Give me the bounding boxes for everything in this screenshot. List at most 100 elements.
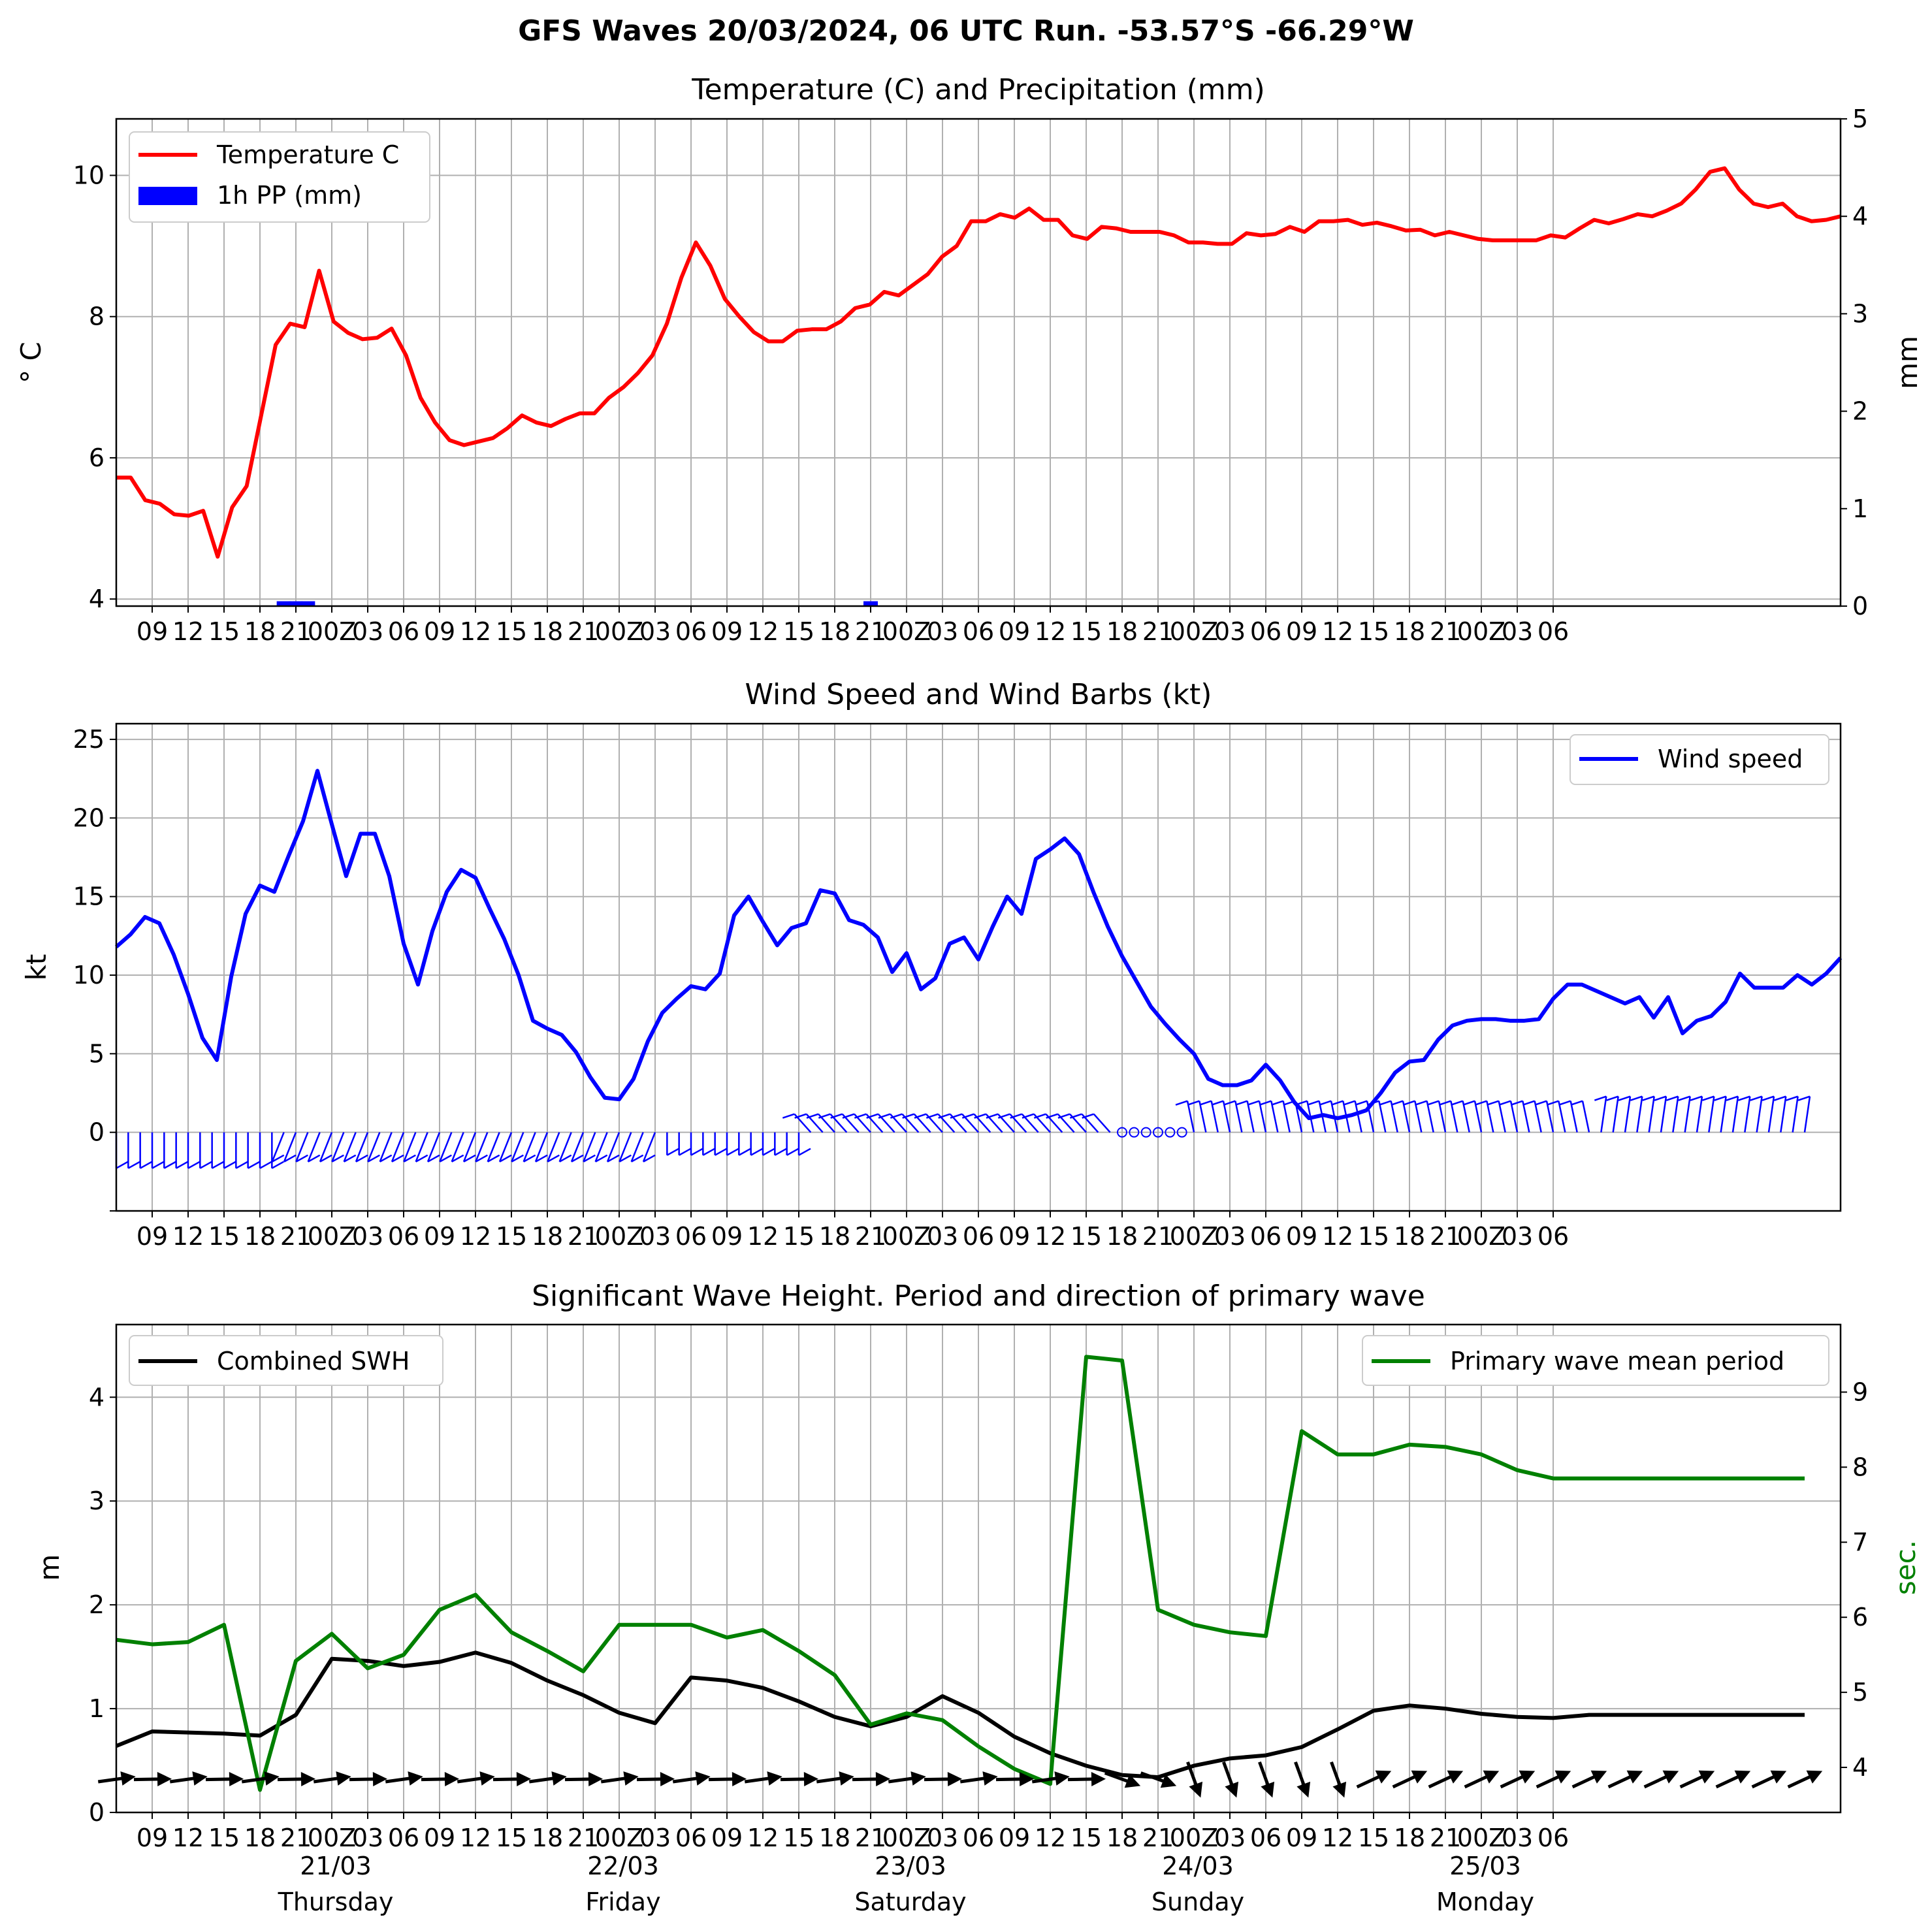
wind-barb-flag <box>499 1154 512 1163</box>
arrow-shaft <box>97 1776 126 1784</box>
x-tick-label: 09 <box>711 1222 743 1251</box>
wind-barb <box>1744 1096 1751 1133</box>
wind-barb-flag <box>950 1113 963 1119</box>
wind-barb-flag <box>631 1154 644 1163</box>
wind-barb-flag <box>1069 1113 1082 1119</box>
wind-barb-flag <box>379 1154 393 1163</box>
wind-barb-flag <box>1391 1100 1404 1106</box>
x-tick-label: 09 <box>999 617 1030 646</box>
wind-barb-flag <box>854 1113 867 1119</box>
day-name-label: Friday <box>585 1888 660 1916</box>
x-tick-label: 21 <box>1430 1824 1461 1852</box>
arrow-head <box>1019 1772 1034 1786</box>
x-tick-label: 15 <box>208 1824 240 1852</box>
x-tick-label: 21 <box>568 1824 599 1852</box>
wind-barb-flag <box>487 1154 500 1163</box>
wind-barb <box>1234 1101 1243 1133</box>
arrow-head <box>1734 1770 1751 1784</box>
wind-barb-flag <box>187 1161 201 1169</box>
arrow-shaft <box>457 1776 485 1784</box>
arrow-head <box>1189 1781 1203 1798</box>
wind-barb <box>1731 1096 1739 1133</box>
arrow-shaft <box>1067 1777 1096 1782</box>
wind-barb-flag <box>878 1113 891 1119</box>
wind-barb <box>343 1132 357 1163</box>
wind-barb <box>403 1132 417 1163</box>
wind-barb-flag <box>1355 1100 1368 1106</box>
wind-barb <box>1186 1101 1195 1133</box>
x-tick-label: 15 <box>783 1222 814 1251</box>
arrow-shaft <box>1751 1773 1778 1789</box>
y-tick-label: 20 <box>73 803 105 832</box>
arrow-shaft <box>1104 1771 1132 1784</box>
wave-direction-arrow <box>97 1771 136 1786</box>
arrow-shaft <box>816 1776 845 1784</box>
wind-barb <box>1450 1101 1458 1133</box>
arrow-head <box>1124 1774 1141 1788</box>
wind-barb-flag <box>619 1154 632 1163</box>
wind-barb <box>511 1132 524 1163</box>
x-tick-label: 12 <box>1035 617 1066 646</box>
y-tick-label: 1 <box>89 1694 105 1723</box>
x-tick-label: 21 <box>1142 1824 1174 1852</box>
x-tick-label: 12 <box>1322 617 1353 646</box>
x-tick-label: 09 <box>1286 1824 1317 1852</box>
day-name-label: Sunday <box>1151 1888 1244 1916</box>
wind-barb-flag <box>559 1154 572 1163</box>
arrow-head <box>1519 1770 1536 1784</box>
arrow-head <box>1698 1770 1715 1784</box>
y2-tick-label: 5 <box>1852 105 1868 133</box>
wind-barb <box>427 1132 441 1163</box>
wind-barb <box>1756 1096 1763 1133</box>
wind-barb-flag <box>607 1154 620 1163</box>
legend-wind-speed: Wind speed <box>1658 745 1803 773</box>
arrow-shaft <box>600 1776 629 1784</box>
wind-barb <box>570 1132 585 1163</box>
wave-direction-arrow <box>1464 1770 1500 1789</box>
x-tick-label: 15 <box>208 617 240 646</box>
wind-barb-flag <box>1474 1100 1487 1106</box>
day-date-label: 22/03 <box>587 1852 659 1880</box>
wind-barb <box>1636 1096 1643 1133</box>
day-date-label: 25/03 <box>1449 1852 1521 1880</box>
wind-barb-flag <box>1534 1100 1547 1106</box>
arrow-head <box>1806 1770 1823 1784</box>
wave-direction-arrow <box>349 1772 387 1786</box>
wind-barb <box>367 1132 381 1163</box>
wave-direction-arrow <box>744 1771 782 1786</box>
x-tick-label: 21 <box>280 617 312 646</box>
arrow-head <box>1770 1770 1787 1784</box>
x-tick-label: 06 <box>388 1824 419 1852</box>
wave-direction-arrow <box>385 1771 423 1786</box>
wind-barb <box>1294 1101 1303 1133</box>
x-tick-label: 09 <box>424 617 455 646</box>
wind-barb-flag <box>1271 1100 1284 1106</box>
wind-barb-flag <box>1366 1100 1379 1106</box>
wave-direction-arrow <box>133 1772 172 1786</box>
wind-barb <box>1486 1101 1494 1133</box>
wind-barb <box>1660 1096 1667 1133</box>
wind-barb <box>1282 1101 1291 1133</box>
wind-barb <box>1780 1096 1787 1133</box>
wind-barb <box>1199 1101 1207 1133</box>
wind-barb-flag <box>1223 1100 1236 1106</box>
x-tick-label: 06 <box>1538 1222 1569 1251</box>
x-tick-label: 03 <box>927 1824 958 1852</box>
wind-barb-flag <box>223 1161 236 1169</box>
wind-barb-flag <box>1510 1100 1523 1106</box>
x-tick-label: 21 <box>1142 617 1174 646</box>
x-tick-label: 00Z <box>308 1222 356 1251</box>
x-tick-label: 09 <box>137 1222 168 1251</box>
arrow-head <box>516 1772 531 1786</box>
precip-bar <box>276 601 291 606</box>
arrow-shaft <box>672 1776 701 1784</box>
x-tick-label: 03 <box>639 617 671 646</box>
x-tick-label: 09 <box>711 1824 743 1852</box>
x-tick-label: 00Z <box>308 1824 356 1852</box>
wind-barb-flag <box>547 1154 560 1163</box>
wind-barb <box>331 1132 345 1163</box>
precip-bar <box>863 601 878 606</box>
arrow-head <box>1225 1781 1239 1798</box>
legend-temperature: Temperature C <box>216 140 399 169</box>
x-tick-label: 03 <box>927 617 958 646</box>
